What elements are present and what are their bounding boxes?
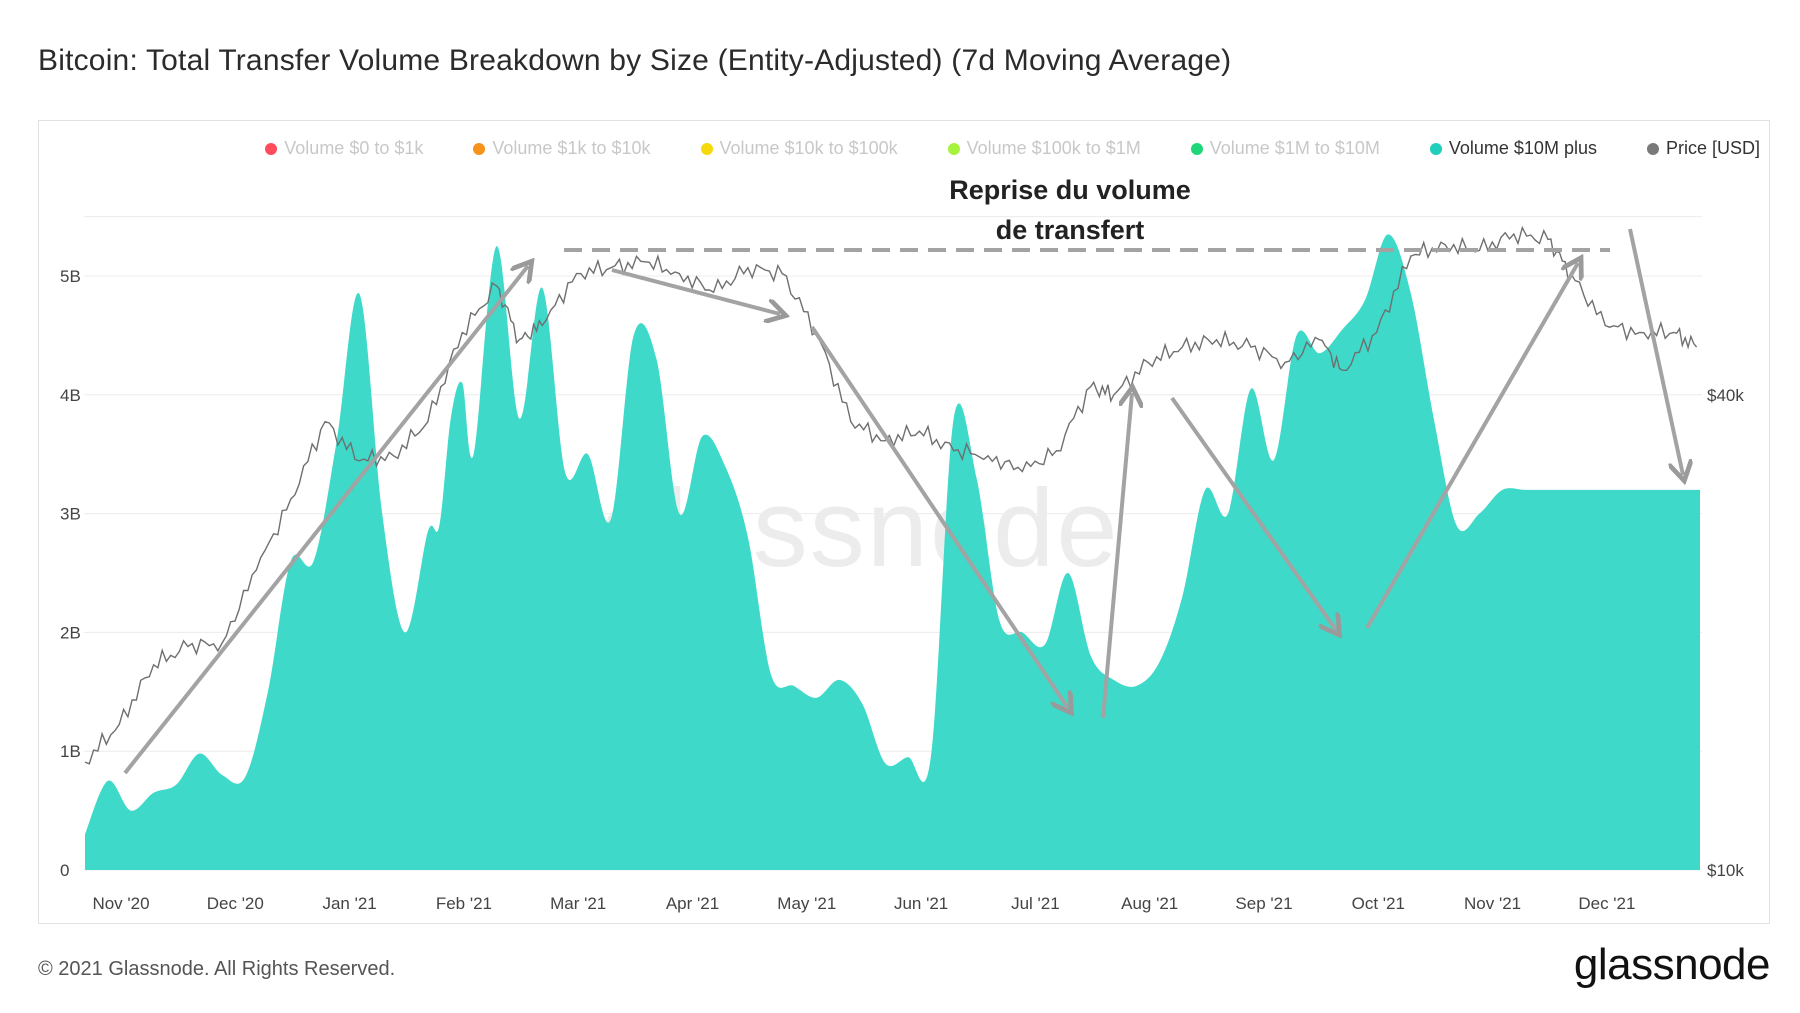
legend-item[interactable]: Volume $0 to $1k (265, 138, 423, 159)
annotation-text: Reprise du volume de transfert (930, 170, 1210, 250)
legend-dot-icon (1190, 142, 1203, 155)
legend-label: Volume $1M to $10M (1209, 138, 1380, 158)
x-tick-label: Jul '21 (1011, 894, 1060, 913)
chart-title: Bitcoin: Total Transfer Volume Breakdown… (38, 44, 1232, 77)
trend-arrow (1365, 263, 1578, 630)
y-left-tick-label: 3B (60, 505, 81, 524)
legend-item[interactable]: Volume $10M plus (1429, 138, 1597, 159)
copyright-footer: © 2021 Glassnode. All Rights Reserved. (38, 958, 396, 980)
y-left-tick-label: 5B (60, 267, 81, 286)
y-right-tick-label: $40k (1707, 386, 1744, 405)
x-tick-label: Sep '21 (1235, 894, 1292, 913)
chart-frame (38, 120, 1770, 924)
x-tick-label: Oct '21 (1352, 894, 1405, 913)
trend-arrow (1628, 228, 1683, 475)
trend-arrow (1170, 396, 1336, 630)
legend-label: Volume $10M plus (1448, 138, 1597, 158)
x-tick-label: Dec '20 (207, 894, 264, 913)
trend-arrow (1101, 393, 1132, 719)
y-left-tick-label: 4B (60, 386, 81, 405)
x-tick-label: Jan '21 (322, 894, 376, 913)
trend-arrow (611, 268, 780, 314)
legend-dot-icon (1429, 142, 1442, 155)
x-tick-label: Aug '21 (1121, 894, 1178, 913)
x-tick-label: Feb '21 (436, 894, 492, 913)
glassnode-logo: glassnode (1573, 940, 1771, 989)
legend-dot-icon (265, 142, 278, 155)
legend-dot-icon (700, 142, 713, 155)
x-tick-label: Mar '21 (550, 894, 606, 913)
x-tick-label: Nov '21 (1464, 894, 1521, 913)
annotation-line-1: Reprise du volume (949, 175, 1191, 205)
legend-item[interactable]: Volume $1M to $10M (1190, 138, 1380, 159)
annotation-line-2: de transfert (995, 215, 1145, 245)
legend-dot-icon (947, 142, 960, 155)
legend-item[interactable]: Price [USD] (1646, 138, 1760, 159)
y-left-tick-label: 0 (60, 861, 69, 880)
x-tick-label: Dec '21 (1578, 894, 1635, 913)
price-line-layer (84, 225, 1698, 765)
x-tick-label: Nov '20 (92, 894, 149, 913)
legend-item[interactable]: Volume $10k to $100k (700, 138, 898, 159)
x-tick-label: Apr '21 (666, 894, 719, 913)
legend-item[interactable]: Volume $1k to $10k (473, 138, 651, 159)
volume-10m-plus-area (85, 234, 1700, 870)
x-tick-label: May '21 (777, 894, 836, 913)
price-usd-line (84, 225, 1698, 765)
y-left-tick-label: 1B (60, 742, 81, 761)
x-tick-label: Jun '21 (894, 894, 948, 913)
trend-arrow (123, 266, 528, 775)
legend-dot-icon (1646, 142, 1659, 155)
legend: Volume $0 to $1k Volume $1k to $10k Volume… (215, 138, 1760, 159)
legend-label: Price [USD] (1665, 138, 1760, 158)
legend-item[interactable]: Volume $100k to $1M (947, 138, 1141, 159)
legend-label: Volume $100k to $1M (966, 138, 1141, 158)
legend-label: Volume $0 to $1k (284, 138, 424, 158)
axes: 0 1B 2B 3B 4B 5B $10k $40k Nov '20 Dec '20 Jan '21… (60, 267, 1744, 913)
legend-label: Volume $10k to $100k (719, 138, 898, 158)
trend-arrows (123, 228, 1683, 775)
volume-area-layer (85, 234, 1700, 870)
legend-dot-icon (473, 142, 486, 155)
trend-arrow (810, 325, 1068, 708)
legend-label: Volume $1k to $10k (492, 138, 651, 158)
y-left-tick-label: 2B (60, 623, 81, 642)
y-right-tick-label: $10k (1707, 861, 1744, 880)
